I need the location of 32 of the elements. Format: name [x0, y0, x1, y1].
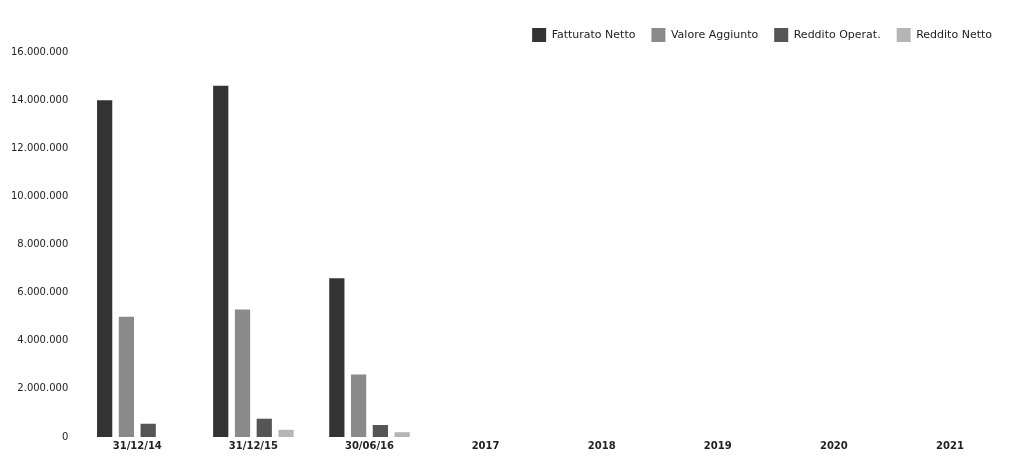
y-tick-label: 12.000.000: [10, 141, 69, 153]
bar: [350, 374, 367, 437]
legend-label: Fatturato Netto: [551, 27, 636, 41]
bar: [256, 418, 272, 437]
bar: [372, 424, 388, 437]
x-tick-label: 31/12/15: [228, 439, 278, 451]
y-tick-label: 2.000.000: [17, 382, 69, 394]
y-tick-label: 10.000.000: [10, 189, 69, 201]
y-tick-label: 16.000.000: [10, 45, 69, 57]
x-tick-label: 31/12/14: [112, 439, 162, 451]
x-tick-label: 2018: [587, 439, 616, 451]
bar: [97, 100, 113, 437]
legend-label: Reddito Netto: [916, 27, 993, 41]
y-tick-label: 8.000.000: [17, 238, 69, 250]
bar: [394, 432, 410, 437]
bar: [213, 85, 229, 437]
x-tick-label: 2017: [471, 439, 500, 451]
y-tick-label: 14.000.000: [10, 93, 69, 105]
bar: [234, 309, 251, 437]
y-tick-label: 0: [61, 430, 69, 442]
x-tick-label: 2021: [936, 439, 964, 451]
bar: [140, 423, 156, 437]
y-tick-label: 4.000.000: [17, 334, 69, 346]
x-tick-label: 30/06/16: [344, 439, 395, 451]
bar: [329, 278, 345, 437]
x-tick-label: 2019: [703, 439, 732, 451]
y-tick-label: 6.000.000: [17, 286, 69, 298]
legend-label: Valore Aggiunto: [670, 27, 759, 41]
bar: [278, 429, 294, 437]
bar: [118, 316, 135, 437]
x-tick-label: 2020: [819, 439, 848, 451]
legend-label: Reddito Operat.: [793, 27, 881, 41]
